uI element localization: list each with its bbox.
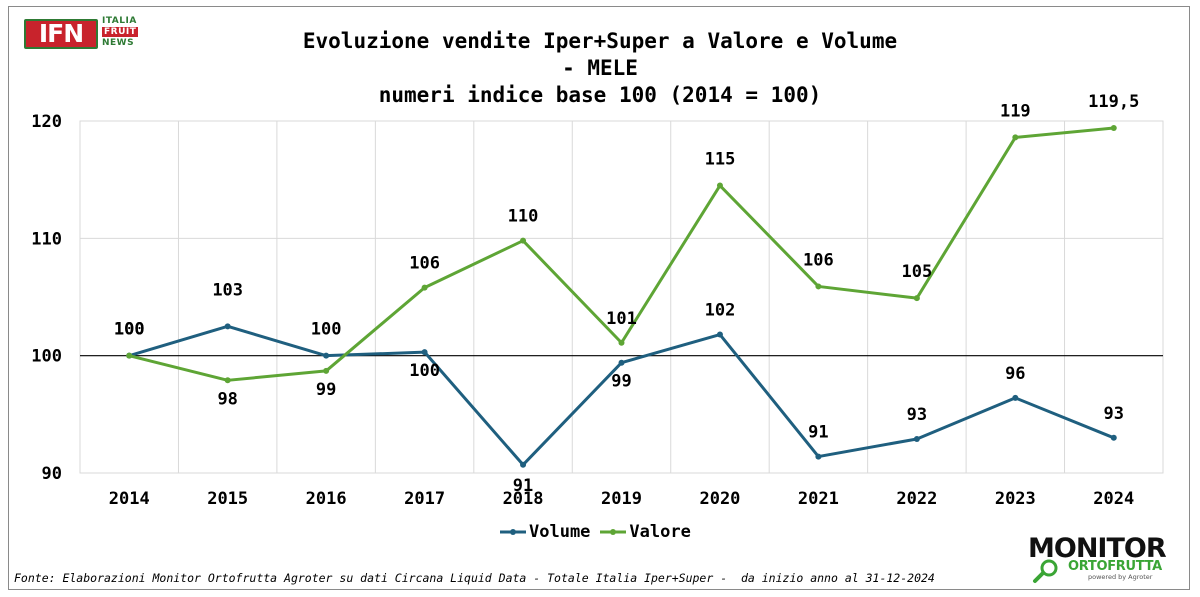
data-label-volume: 91 bbox=[808, 423, 828, 443]
chart-title-line-2: - MELE bbox=[562, 56, 638, 80]
y-tick-label: 110 bbox=[31, 229, 62, 249]
x-tick-label: 2024 bbox=[1093, 489, 1134, 509]
grid-layer bbox=[79, 120, 1164, 474]
data-point-volume bbox=[520, 461, 527, 468]
data-label-volume: 99 bbox=[611, 372, 631, 392]
data-label-valore: 100 bbox=[114, 320, 145, 340]
data-label-valore: 110 bbox=[508, 207, 539, 227]
axis-layer: 90 100 110 120 2014 2015 2016 2017 2018 2019 2020 2… bbox=[31, 112, 1134, 509]
data-point-volume bbox=[913, 435, 920, 442]
data-label-volume: 102 bbox=[705, 301, 736, 321]
chart-title-line-1: Evoluzione vendite Iper+Super a Valore e… bbox=[302, 29, 898, 53]
legend-label-volume: Volume bbox=[529, 522, 591, 542]
data-label-valore: 98 bbox=[217, 389, 237, 409]
legend-swatch-volume bbox=[500, 529, 526, 535]
legend-item-volume[interactable]: Volume bbox=[500, 522, 590, 542]
data-label-volume: 103 bbox=[212, 280, 243, 300]
data-label-valore: 119 bbox=[1000, 101, 1031, 121]
data-label-volume: 91 bbox=[513, 476, 533, 496]
data-point-volume bbox=[815, 453, 822, 460]
data-point-valore bbox=[323, 367, 330, 374]
data-point-valore bbox=[815, 283, 822, 290]
legend-label-valore: Valore bbox=[629, 522, 691, 542]
magnifier-icon bbox=[1033, 559, 1058, 583]
data-point-valore bbox=[716, 182, 723, 189]
data-label-valore: 115 bbox=[705, 150, 736, 170]
data-label-volume: 100 bbox=[114, 320, 145, 340]
series-layer bbox=[126, 125, 1117, 468]
data-point-valore bbox=[618, 339, 625, 346]
x-tick-label: 2014 bbox=[109, 489, 150, 509]
data-label-valore: 105 bbox=[902, 262, 933, 282]
data-point-volume bbox=[421, 349, 428, 356]
ifn-logo-line1: ITALIA bbox=[102, 16, 137, 26]
data-point-volume bbox=[716, 331, 723, 338]
data-point-volume bbox=[323, 352, 330, 359]
data-point-valore bbox=[1012, 134, 1019, 141]
data-point-valore bbox=[1110, 125, 1117, 132]
monitor-logo-main: MONITOR bbox=[1028, 533, 1167, 564]
monitor-logo-powered: powered by Agroter bbox=[1088, 573, 1153, 581]
data-label-valore: 99 bbox=[316, 380, 336, 400]
data-label-volume: 100 bbox=[409, 361, 440, 381]
x-tick-label: 2018 bbox=[503, 489, 544, 509]
chart-title: Evoluzione vendite Iper+Super a Valore e… bbox=[200, 28, 1000, 109]
chart-title-line-3: numeri indice base 100 (2014 = 100) bbox=[378, 83, 822, 107]
x-tick-label: 2019 bbox=[601, 489, 642, 509]
ifn-logo-line2: FRUIT bbox=[102, 27, 139, 37]
data-point-volume bbox=[224, 323, 231, 330]
ifn-logo-subtitle: ITALIA FRUIT NEWS bbox=[102, 16, 146, 49]
data-point-valore bbox=[520, 237, 527, 244]
y-tick-label: 90 bbox=[42, 464, 62, 484]
ifn-logo-mark-box bbox=[24, 19, 98, 49]
data-point-valore bbox=[224, 377, 231, 384]
data-label-valore: 106 bbox=[409, 254, 440, 274]
x-tick-label: 2017 bbox=[404, 489, 445, 509]
y-tick-label: 100 bbox=[31, 347, 62, 367]
ifn-logo: IFN ITALIA FRUIT NEWS bbox=[24, 16, 142, 52]
x-tick-label: 2016 bbox=[306, 489, 347, 509]
ifn-logo-mark: IFN bbox=[38, 19, 84, 48]
data-label-volume: 100 bbox=[311, 320, 342, 340]
data-point-volume bbox=[618, 359, 625, 366]
x-tick-label: 2023 bbox=[995, 489, 1036, 509]
data-label-valore: 101 bbox=[606, 309, 637, 329]
data-label-valore: 119,5 bbox=[1088, 92, 1139, 112]
y-tick-label: 120 bbox=[31, 112, 62, 132]
monitor-logo-sub: ORTOFRUTTA bbox=[1068, 559, 1162, 574]
data-point-volume bbox=[1110, 434, 1117, 441]
data-label-volume: 93 bbox=[1104, 404, 1124, 424]
data-label-volume: 93 bbox=[907, 405, 927, 425]
chart-frame bbox=[8, 6, 1190, 590]
data-label-volume: 96 bbox=[1005, 364, 1025, 384]
data-point-valore bbox=[913, 295, 920, 302]
source-note: Fonte: Elaborazioni Monitor Ortofrutta A… bbox=[14, 571, 935, 585]
legend-item-valore[interactable]: Valore bbox=[600, 522, 691, 542]
x-tick-label: 2020 bbox=[699, 489, 740, 509]
chart-legend: Volume Valore bbox=[500, 522, 691, 542]
legend-swatch-valore bbox=[600, 529, 627, 535]
ifn-logo-line3: NEWS bbox=[102, 38, 135, 48]
x-tick-label: 2015 bbox=[207, 489, 248, 509]
monitor-ortofrutta-logo: MONITOR ORTOFRUTTA powered by Agroter bbox=[1028, 534, 1186, 584]
x-tick-label: 2022 bbox=[896, 489, 937, 509]
data-label-valore: 106 bbox=[803, 250, 834, 270]
data-point-valore bbox=[421, 284, 428, 291]
data-point-volume bbox=[1012, 394, 1019, 401]
data-point-valore bbox=[126, 352, 133, 359]
x-tick-label: 2021 bbox=[798, 489, 839, 509]
